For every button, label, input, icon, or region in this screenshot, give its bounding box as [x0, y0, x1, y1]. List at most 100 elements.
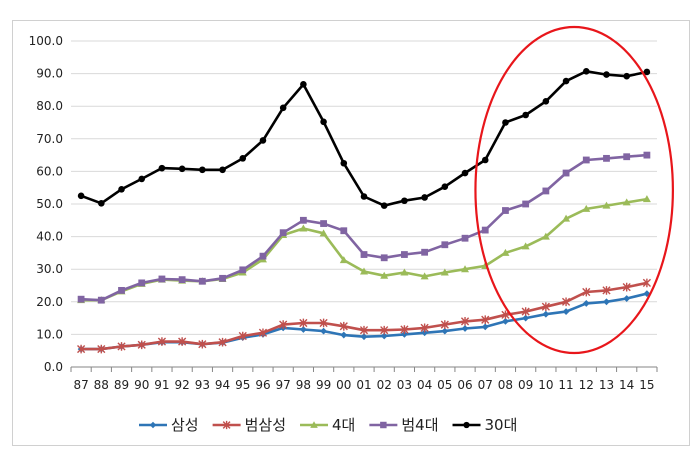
- x-tick-label: 04: [417, 378, 432, 392]
- data-point: [360, 251, 368, 258]
- data-point: [98, 200, 105, 207]
- data-point: [401, 197, 408, 205]
- data-point: [642, 195, 651, 203]
- y-tick-label: 100.0: [29, 34, 63, 48]
- data-point: [460, 317, 470, 326]
- data-point: [299, 216, 307, 224]
- data-point: [400, 268, 409, 276]
- data-point: [219, 166, 226, 174]
- data-point: [582, 287, 591, 297]
- data-point: [623, 295, 631, 302]
- y-tick-label: 10.0: [36, 327, 63, 341]
- data-point: [562, 169, 570, 177]
- x-tick-label: 14: [619, 378, 634, 392]
- data-point: [178, 337, 187, 346]
- data-point: [622, 198, 631, 206]
- data-point: [138, 175, 146, 183]
- data-point: [481, 156, 489, 164]
- legend-marker: [222, 420, 231, 430]
- x-tick-label: 93: [195, 378, 210, 392]
- data-point: [117, 342, 126, 351]
- legend-entry: 범삼성: [245, 416, 286, 434]
- x-tick-label: 02: [377, 378, 392, 392]
- y-tick-label: 30.0: [36, 262, 63, 276]
- data-point: [360, 267, 368, 275]
- data-point: [157, 337, 167, 346]
- x-tick-label: 10: [538, 378, 553, 392]
- data-point: [561, 297, 571, 307]
- data-point: [541, 232, 550, 240]
- data-point: [602, 286, 611, 295]
- data-point: [118, 186, 125, 193]
- data-point: [502, 119, 509, 126]
- data-point: [380, 254, 388, 262]
- data-point: [340, 159, 348, 167]
- data-point: [199, 166, 206, 174]
- data-point: [178, 165, 186, 173]
- data-point: [359, 325, 369, 335]
- data-point: [178, 276, 186, 284]
- x-tick-label: 88: [94, 378, 109, 392]
- data-point: [239, 266, 247, 274]
- data-point: [541, 302, 550, 312]
- y-tick-label: 60.0: [36, 164, 63, 178]
- x-tick-label: 92: [174, 378, 189, 392]
- data-point: [360, 193, 368, 200]
- x-tick-label: 13: [599, 378, 614, 392]
- data-point: [299, 224, 308, 232]
- data-point: [259, 137, 267, 144]
- data-point: [623, 153, 631, 161]
- series-line: [81, 197, 648, 302]
- data-point: [401, 251, 408, 258]
- x-tick-label: 03: [397, 378, 412, 392]
- x-tick-label: 15: [639, 378, 654, 392]
- data-point: [77, 192, 85, 200]
- data-point: [461, 325, 469, 332]
- data-point: [643, 68, 651, 76]
- data-point: [441, 241, 449, 249]
- data-point: [198, 339, 207, 349]
- x-tick-label: 87: [73, 378, 88, 392]
- data-point: [238, 331, 247, 341]
- data-point: [380, 332, 388, 340]
- data-point: [602, 201, 611, 209]
- data-point: [562, 308, 570, 315]
- data-point: [319, 229, 328, 237]
- x-tick-label: 91: [154, 378, 169, 392]
- chart-frame: 0.0 10.0 20.0 30.0 40.0 50.0 60.0 70.0 80.0 90.0 1…: [12, 20, 690, 446]
- y-tick-label: 80.0: [36, 99, 63, 113]
- legend-entry: 4대: [332, 416, 355, 434]
- data-point: [481, 323, 489, 331]
- data-point: [522, 314, 530, 322]
- x-tick-label: 99: [316, 378, 331, 392]
- data-point: [622, 282, 631, 292]
- data-point: [97, 344, 106, 354]
- data-point: [420, 323, 429, 333]
- y-tick-label: 70.0: [36, 132, 63, 146]
- x-tick-label: 08: [498, 378, 513, 392]
- x-tick-label: 07: [478, 378, 493, 392]
- data-point: [420, 272, 429, 280]
- data-point: [380, 325, 389, 335]
- data-point: [502, 317, 509, 325]
- data-point: [339, 321, 348, 331]
- data-point: [239, 155, 247, 162]
- data-point: [279, 104, 287, 112]
- data-point: [522, 111, 529, 119]
- legend-marker: [310, 421, 318, 428]
- data-point: [603, 154, 610, 162]
- x-tick-label: 06: [457, 378, 472, 392]
- data-point: [198, 277, 206, 285]
- x-tick-label: 90: [134, 378, 149, 392]
- x-tick-label: 98: [296, 378, 311, 392]
- data-point: [340, 227, 348, 235]
- data-point: [219, 274, 226, 282]
- data-point: [300, 81, 307, 88]
- data-point: [320, 327, 327, 335]
- x-tick-label: 95: [235, 378, 250, 392]
- x-tick-label: 05: [437, 378, 452, 392]
- data-point: [299, 318, 308, 328]
- data-point: [501, 248, 510, 256]
- data-point: [380, 202, 388, 209]
- legend-marker: [149, 421, 157, 429]
